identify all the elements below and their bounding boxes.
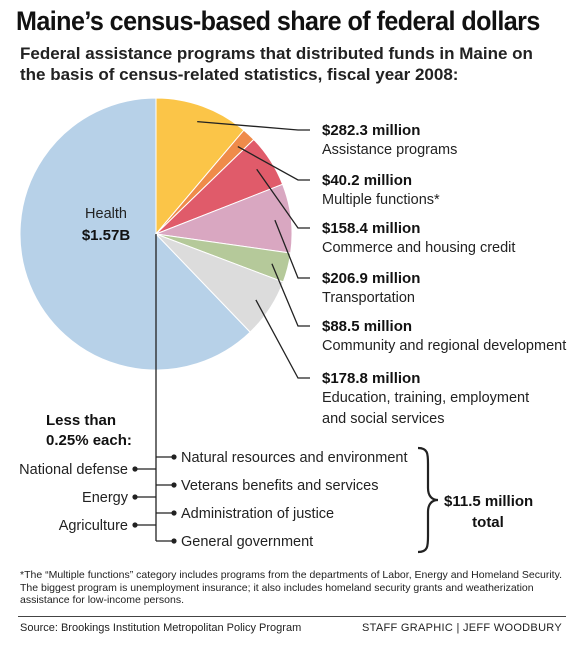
footnote: *The “Multiple functions” category inclu…: [20, 569, 562, 606]
bullet-natural-resources-and-environment: [171, 454, 177, 460]
bullet-agriculture: [132, 522, 138, 528]
pie-slice-education-training-employment-and-social-services: [155, 233, 284, 333]
small-item-energy: Energy: [82, 490, 129, 506]
callout-amount-community-and-regional-development: $88.5 million: [322, 318, 412, 335]
pie-chart: Health $1.57B $282.3 million Assistance pro…: [19, 97, 566, 554]
slice-label-health-name: Health: [85, 206, 127, 222]
bullet-energy: [132, 494, 138, 500]
small-programs-heading-2: 0.25% each:: [46, 432, 132, 449]
chart-subtitle: Federal assistance programs that distrib…: [20, 44, 533, 84]
bullet-administration-of-justice: [171, 510, 177, 516]
footer-rule: [18, 616, 566, 617]
small-item-natural-resources-and-environment: Natural resources and environment: [181, 450, 407, 466]
small-item-national-defense: National defense: [19, 462, 128, 478]
callout-name-education-training-employment-and-social-services-1: and social services: [322, 411, 445, 427]
leader-line-multiple-functions: [237, 146, 310, 181]
callout-amount-education-training-employment-and-social-services: $178.8 million: [322, 370, 420, 387]
callout-name-assistance-programs: Assistance programs: [322, 142, 457, 158]
callout-name-transportation: Transportation: [322, 290, 415, 306]
bullet-national-defense: [132, 466, 138, 472]
source-line: Source: Brookings Institution Metropolit…: [20, 622, 302, 634]
callout-name-community-and-regional-development: Community and regional development: [322, 338, 566, 354]
callout-amount-multiple-functions: $40.2 million: [322, 172, 412, 189]
callout-name-commerce-and-housing-credit: Commerce and housing credit: [322, 240, 515, 256]
small-item-general-government: General government: [181, 534, 313, 550]
pie-slice-assistance-programs: [155, 97, 245, 236]
small-item-agriculture: Agriculture: [59, 518, 128, 534]
leader-line-commerce-and-housing-credit: [256, 168, 310, 229]
small-programs-total-label: total: [472, 514, 504, 531]
small-item-veterans-benefits-and-services: Veterans benefits and services: [181, 478, 378, 494]
pie-slice-health: [19, 97, 251, 371]
leader-line-assistance-programs: [197, 120, 310, 131]
leader-line-education-training-employment-and-social-services: [255, 299, 310, 379]
callout-amount-transportation: $206.9 million: [322, 270, 420, 287]
slice-label-health-amount: $1.57B: [82, 227, 131, 244]
small-programs-total-amount: $11.5 million: [444, 493, 533, 510]
bullet-veterans-benefits-and-services: [171, 482, 177, 488]
leader-line-community-and-regional-development: [271, 263, 310, 327]
callout-amount-assistance-programs: $282.3 million: [322, 122, 420, 139]
bullet-general-government: [171, 538, 177, 544]
staff-credit: STAFF GRAPHIC | JEFF WOODBURY: [362, 622, 562, 634]
chart-title: Maine’s census-based share of federal do…: [16, 6, 540, 36]
callout-name-education-training-employment-and-social-services: Education, training, employment: [322, 390, 529, 406]
callout-name-multiple-functions: Multiple functions*: [322, 192, 440, 208]
small-programs-heading-1: Less than: [46, 412, 116, 429]
callout-amount-commerce-and-housing-credit: $158.4 million: [322, 220, 420, 237]
small-programs-brace: [417, 446, 439, 554]
small-item-administration-of-justice: Administration of justice: [181, 506, 334, 522]
leader-line-transportation: [274, 219, 310, 279]
